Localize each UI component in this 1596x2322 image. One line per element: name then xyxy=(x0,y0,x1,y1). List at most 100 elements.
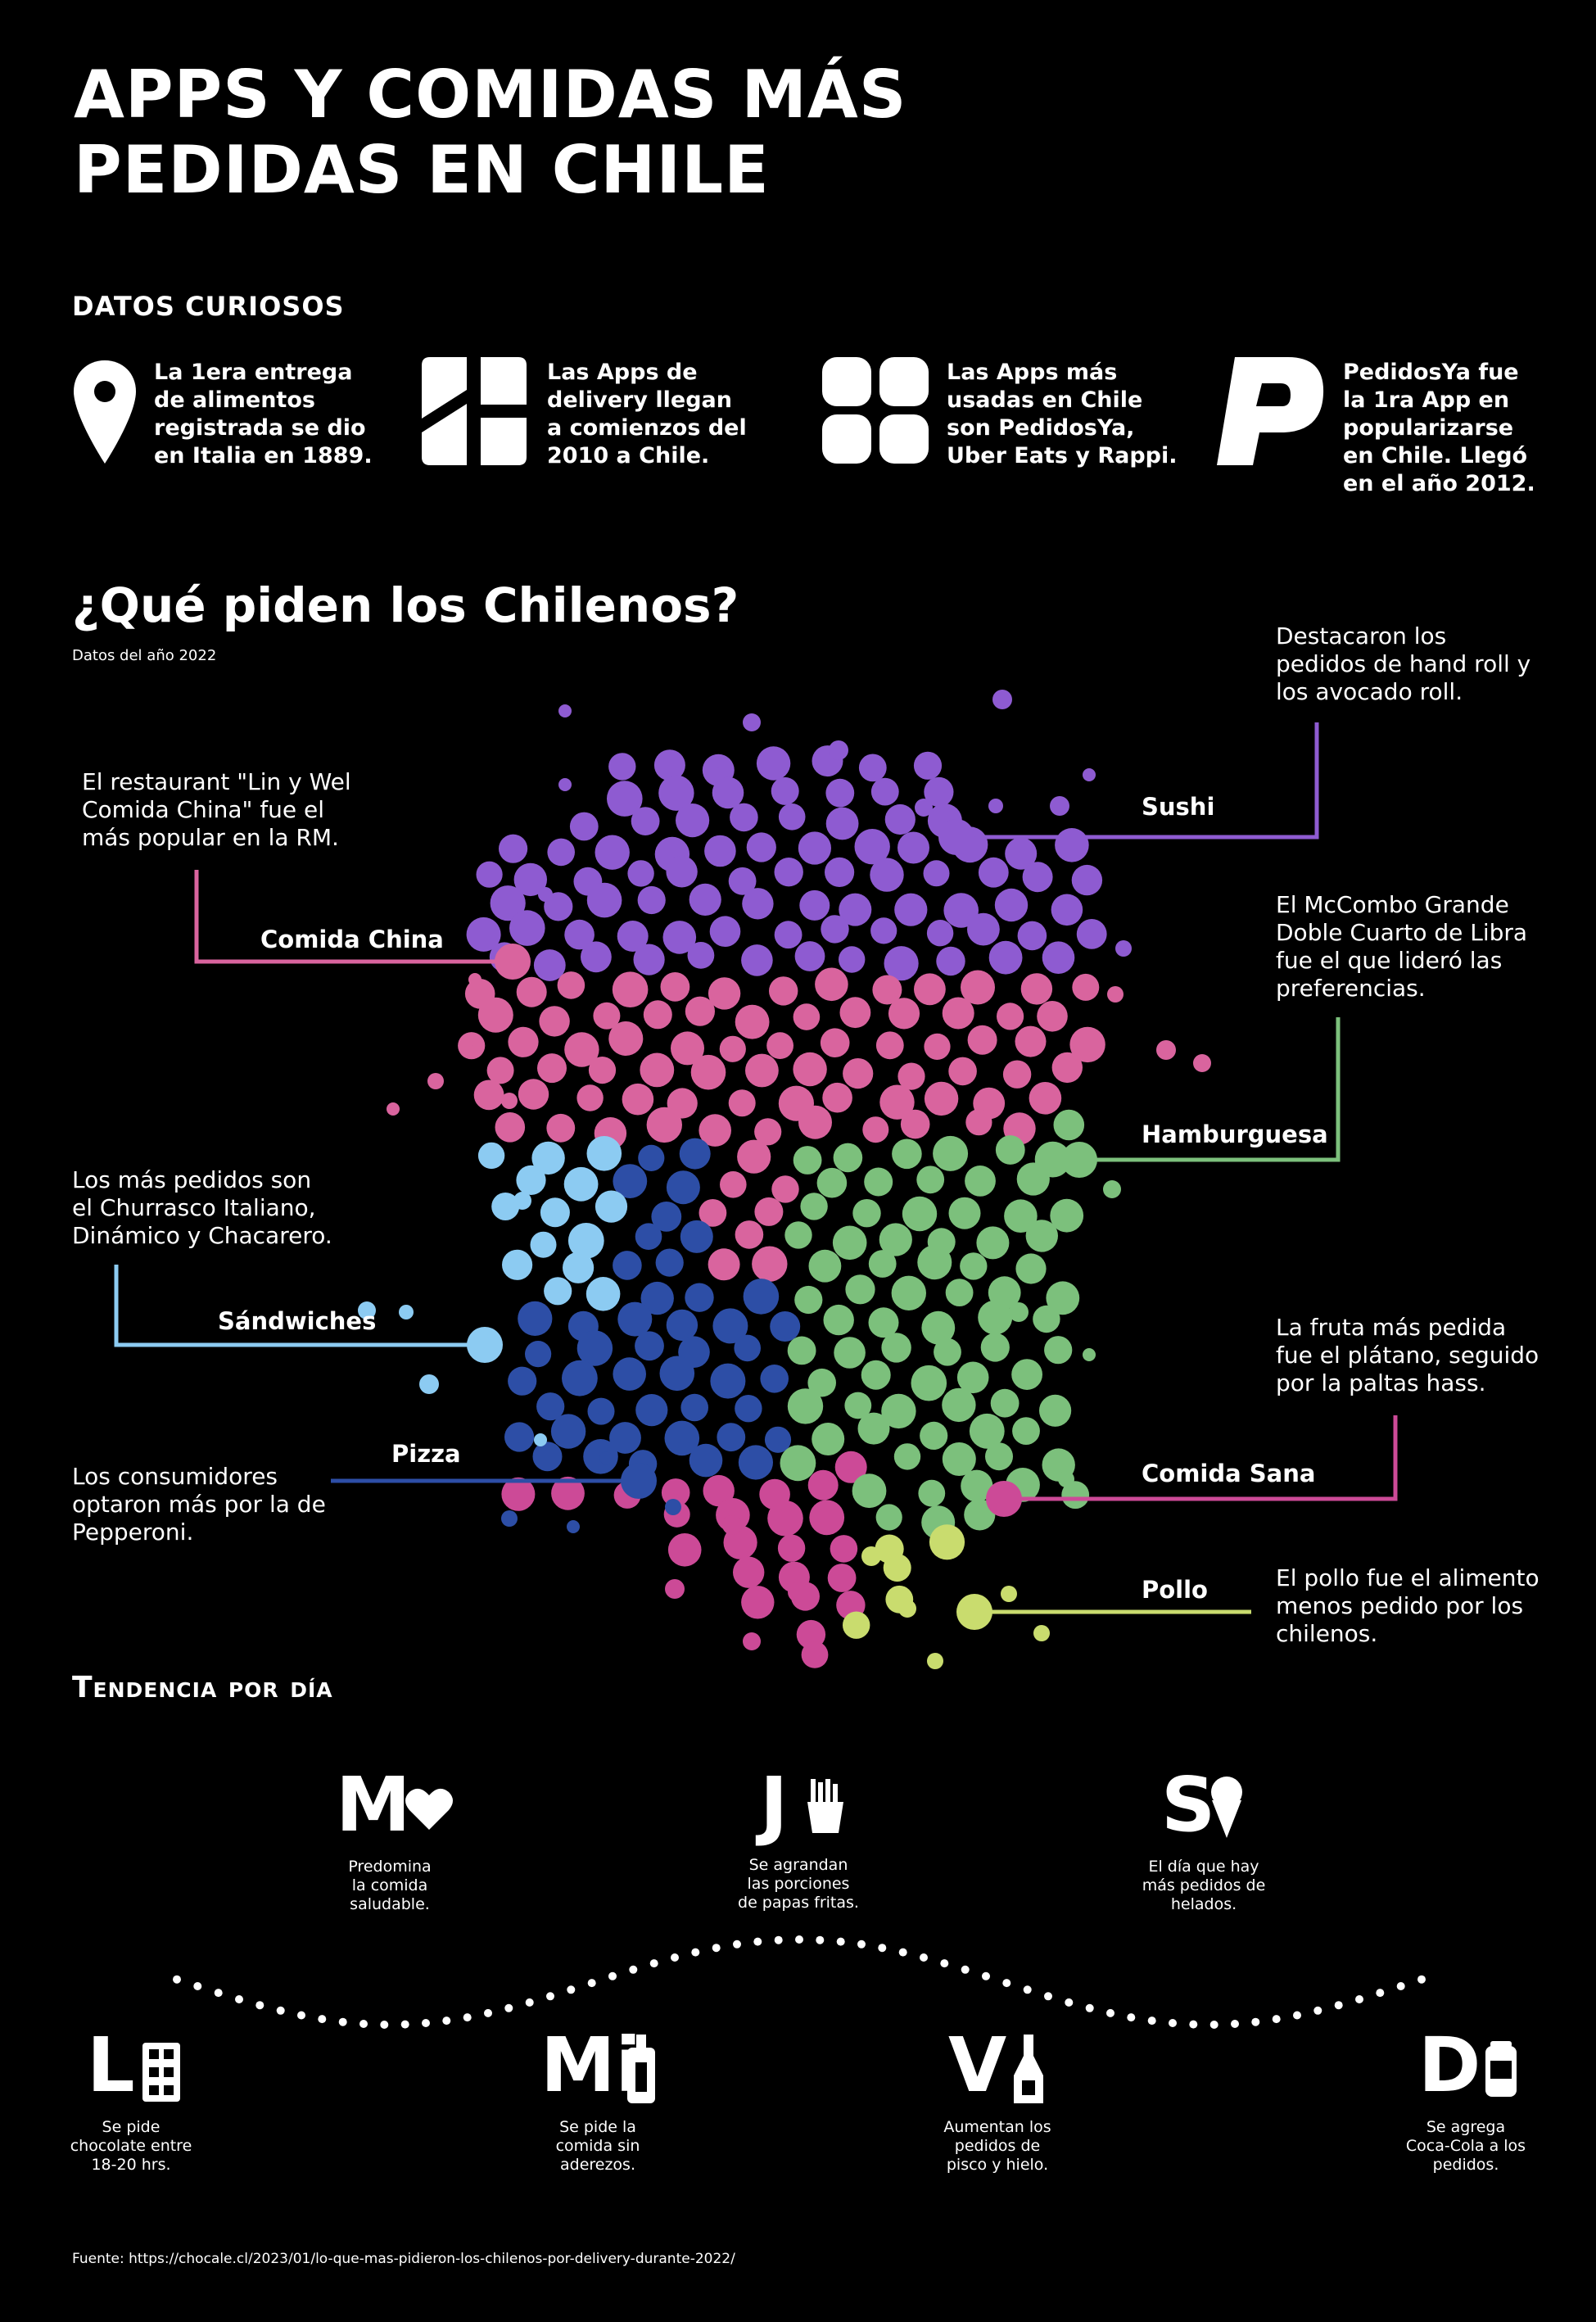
trend-wave-dot xyxy=(255,2001,264,2010)
hamburguesa-dot xyxy=(978,1300,1013,1335)
comida-china-dot xyxy=(608,1021,644,1056)
sushi-dot xyxy=(627,860,654,887)
hamburguesa-note: El McCombo Grande Doble Cuarto de Libra fu… xyxy=(1276,891,1528,1002)
location-pin-icon xyxy=(74,360,136,464)
sushi-dot xyxy=(1017,921,1047,951)
sandwiches-dot xyxy=(419,1374,439,1394)
trend-wave-dot xyxy=(1334,2001,1343,2010)
trend-wave-dot xyxy=(649,1959,658,1968)
comida-china-dot xyxy=(720,1171,747,1198)
trend-wave-dot xyxy=(1355,1995,1363,2003)
hamburguesa-leader-line xyxy=(1079,1017,1341,1162)
pizza-dot xyxy=(635,1331,664,1361)
day-thursday-text: Se agrandan las porciones de papas fritas. xyxy=(738,1856,859,1912)
comida-china-dot xyxy=(518,1079,549,1110)
french-fries-icon xyxy=(807,1779,843,1833)
sushi-dot xyxy=(743,713,761,731)
pizza-dot xyxy=(651,1202,682,1232)
trend-wave-dot xyxy=(214,1989,223,1998)
title-line-1: APPS Y COMIDAS MÁS xyxy=(74,57,907,133)
pollo-dot xyxy=(843,1611,870,1639)
sandwiches-note: Los más pedidos son el Churrasco Italiano… xyxy=(72,1166,332,1249)
pedidosya-logo-icon xyxy=(1217,357,1324,465)
comida-sana-dot xyxy=(665,1579,685,1599)
soda-can-icon xyxy=(1485,2041,1517,2097)
sushi-dot xyxy=(569,812,599,841)
comida-china-dot xyxy=(965,1109,992,1136)
pizza-dot xyxy=(518,1301,553,1336)
trend-wave-dot xyxy=(898,1948,907,1957)
hamburguesa-dot xyxy=(961,1469,993,1502)
trend-wave-dot xyxy=(1127,2013,1136,2022)
sushi-dot xyxy=(825,857,855,887)
hamburguesa-dot xyxy=(875,1504,902,1531)
sushi-dot xyxy=(466,917,501,952)
trend-wave-dot xyxy=(961,1965,970,1974)
hamburguesa-dot xyxy=(911,1365,947,1401)
trend-wave-dot xyxy=(400,2020,409,2029)
day-wednesday-text: Se pide la comida sin aderezos. xyxy=(555,2118,640,2174)
pizza-dot xyxy=(536,1392,565,1421)
sushi-dot xyxy=(662,921,697,954)
sandwiches-dot xyxy=(544,1277,572,1306)
trend-wave-dot xyxy=(1231,2020,1239,2028)
trend-wave-dot xyxy=(1002,1979,1011,1988)
comida-china-dot xyxy=(879,1084,915,1120)
comida-china-dot xyxy=(735,1220,764,1249)
sushi-dot xyxy=(607,781,643,817)
trend-wave-dot xyxy=(774,1935,783,1944)
hamburguesa-dot xyxy=(852,1473,887,1509)
hamburguesa-dot xyxy=(1046,1281,1080,1315)
sandwiches-dot xyxy=(586,1277,621,1311)
hamburguesa-dot xyxy=(942,1442,976,1476)
sushi-dot xyxy=(631,807,660,835)
day-letter: Mi xyxy=(540,2021,642,2109)
sushi-dot xyxy=(476,861,503,888)
hamburguesa-dot xyxy=(844,1392,872,1419)
heart-icon xyxy=(405,1788,453,1830)
comida-china-dot xyxy=(769,976,798,1006)
comida-china-dot xyxy=(766,1032,793,1059)
trend-wave-dot xyxy=(1396,1982,1405,1990)
sushi-dot xyxy=(825,778,855,808)
sushi-dot xyxy=(756,746,791,781)
comida-china-dot xyxy=(387,1102,400,1116)
sushi-dot xyxy=(870,777,899,806)
pizza-dot xyxy=(665,1499,681,1515)
comida-sana-dot xyxy=(551,1476,585,1510)
hamburguesa-dot xyxy=(980,1333,1010,1362)
trend-wave-dot xyxy=(733,1940,741,1949)
sushi-dot xyxy=(798,831,832,865)
sushi-dot xyxy=(637,885,666,915)
day-letter: V xyxy=(948,2021,1007,2109)
trend-wave-dot xyxy=(422,2019,430,2027)
pizza-dot xyxy=(635,1223,662,1250)
trend-wave-dot xyxy=(1313,2006,1322,2015)
pizza-dot xyxy=(717,1423,746,1452)
comida-china-dot xyxy=(843,1058,874,1089)
sushi-leader-line xyxy=(956,722,1319,840)
comida-china-dot xyxy=(1193,1054,1211,1072)
sushi-dot xyxy=(1115,940,1132,957)
hamburguesa-dot xyxy=(1050,1198,1084,1233)
trend-wave-dot xyxy=(1251,2017,1260,2026)
sushi-dot xyxy=(778,803,806,831)
trend-wave-dot xyxy=(546,1992,554,2001)
sushi-dot xyxy=(1051,894,1083,926)
sushi-dot xyxy=(538,887,553,902)
sushi-dot xyxy=(926,920,954,947)
hamburguesa-dot xyxy=(990,1388,1020,1418)
hamburguesa-dot xyxy=(1011,1359,1042,1390)
trend-wave-dot xyxy=(380,2021,389,2029)
pizza-dot xyxy=(666,1309,699,1342)
hamburguesa-dot xyxy=(893,1443,921,1470)
comida-china-dot xyxy=(942,997,974,1030)
hamburguesa-dot xyxy=(1033,1305,1060,1333)
pizza-dot xyxy=(613,1357,646,1391)
sushi-dot xyxy=(1022,862,1053,893)
title-line-2: PEDIDAS EN CHILE xyxy=(74,132,770,208)
comida-china-dot xyxy=(1156,1040,1176,1060)
hamburguesa-dot xyxy=(1039,1394,1072,1427)
trend-wave-dot xyxy=(193,1982,202,1990)
